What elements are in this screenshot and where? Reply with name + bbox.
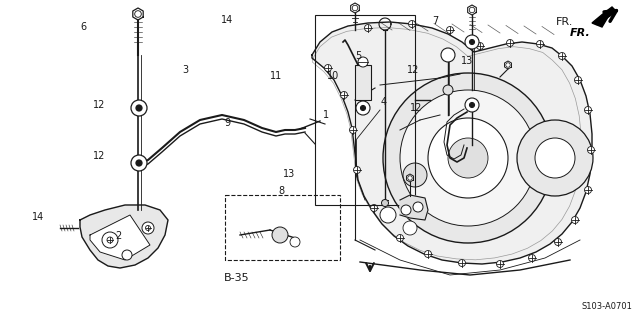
Text: 12: 12 — [93, 100, 106, 110]
Polygon shape — [312, 22, 592, 264]
Circle shape — [136, 105, 142, 111]
Circle shape — [465, 35, 479, 49]
Text: 2: 2 — [115, 231, 122, 241]
Circle shape — [358, 57, 368, 67]
Circle shape — [529, 255, 536, 262]
Polygon shape — [400, 195, 428, 220]
Circle shape — [554, 239, 561, 246]
Text: 8: 8 — [278, 186, 285, 196]
Circle shape — [477, 42, 483, 49]
Text: 9: 9 — [224, 118, 230, 128]
Text: 12: 12 — [93, 151, 106, 161]
Circle shape — [413, 202, 423, 212]
Circle shape — [506, 40, 513, 47]
Text: 3: 3 — [182, 65, 189, 75]
Circle shape — [381, 199, 388, 206]
Circle shape — [448, 138, 488, 178]
Circle shape — [408, 176, 412, 180]
Circle shape — [324, 64, 332, 71]
Circle shape — [371, 204, 378, 211]
Polygon shape — [592, 7, 616, 27]
Text: 1: 1 — [323, 110, 330, 120]
Circle shape — [107, 237, 113, 243]
Circle shape — [401, 205, 411, 215]
Circle shape — [458, 259, 465, 266]
Circle shape — [441, 48, 455, 62]
Circle shape — [356, 101, 370, 115]
Polygon shape — [90, 215, 150, 260]
Circle shape — [584, 187, 591, 194]
Circle shape — [365, 25, 371, 32]
Bar — [225, 195, 340, 260]
Circle shape — [134, 11, 141, 17]
Circle shape — [122, 250, 132, 260]
Circle shape — [102, 232, 118, 248]
Circle shape — [408, 20, 415, 27]
Circle shape — [536, 41, 543, 48]
Circle shape — [400, 90, 536, 226]
Circle shape — [469, 7, 475, 13]
Circle shape — [588, 146, 595, 153]
Text: 13: 13 — [283, 169, 296, 179]
Circle shape — [506, 63, 510, 67]
Circle shape — [424, 250, 431, 257]
Circle shape — [497, 261, 504, 268]
Text: 12: 12 — [410, 103, 422, 114]
Text: FR.: FR. — [556, 17, 573, 27]
Circle shape — [136, 160, 142, 166]
Circle shape — [352, 5, 358, 11]
Circle shape — [517, 120, 593, 196]
Text: 14: 14 — [221, 15, 234, 25]
Text: 7: 7 — [432, 16, 438, 26]
Circle shape — [403, 163, 427, 187]
Text: 13: 13 — [461, 56, 474, 66]
Circle shape — [340, 92, 348, 99]
Circle shape — [428, 118, 508, 198]
Text: B-35: B-35 — [224, 272, 250, 283]
Text: 6: 6 — [80, 22, 86, 32]
Text: S103-A0701: S103-A0701 — [581, 302, 632, 311]
Circle shape — [145, 226, 150, 231]
Circle shape — [383, 73, 553, 243]
Circle shape — [397, 234, 403, 241]
Text: FR.: FR. — [570, 28, 590, 38]
Polygon shape — [80, 205, 168, 268]
Text: 4: 4 — [381, 97, 387, 107]
Bar — [315, 15, 415, 205]
Circle shape — [465, 98, 479, 112]
Circle shape — [131, 155, 147, 171]
Circle shape — [535, 138, 575, 178]
Circle shape — [272, 227, 288, 243]
Text: 11: 11 — [270, 71, 283, 81]
Circle shape — [470, 40, 474, 44]
Text: 12: 12 — [406, 64, 419, 75]
Circle shape — [584, 107, 591, 114]
Circle shape — [360, 106, 365, 110]
Text: 10: 10 — [326, 71, 339, 81]
Circle shape — [443, 85, 453, 95]
Text: 5: 5 — [355, 51, 362, 61]
Bar — [355, 65, 371, 100]
Circle shape — [559, 53, 566, 60]
Circle shape — [349, 127, 356, 133]
Circle shape — [575, 77, 582, 84]
Circle shape — [470, 102, 474, 108]
Circle shape — [131, 100, 147, 116]
Circle shape — [142, 222, 154, 234]
Circle shape — [572, 217, 579, 224]
Circle shape — [403, 221, 417, 235]
Circle shape — [353, 167, 360, 174]
Text: 14: 14 — [32, 212, 45, 222]
Circle shape — [380, 207, 396, 223]
Circle shape — [447, 26, 454, 33]
Circle shape — [290, 237, 300, 247]
